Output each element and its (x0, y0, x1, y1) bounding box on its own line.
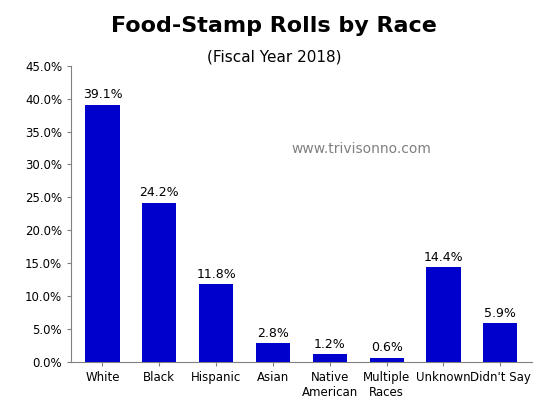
Bar (313, 354, 347, 362)
Text: 24.2%: 24.2% (140, 186, 179, 199)
Bar (256, 343, 290, 362)
Text: (Fiscal Year 2018): (Fiscal Year 2018) (207, 49, 341, 64)
Bar (199, 284, 233, 362)
Text: www.trivisonno.com: www.trivisonno.com (292, 142, 431, 156)
Text: 5.9%: 5.9% (484, 307, 516, 320)
Text: Food-Stamp Rolls by Race: Food-Stamp Rolls by Race (111, 16, 437, 37)
Bar (85, 104, 119, 362)
Text: 14.4%: 14.4% (424, 251, 463, 264)
Text: 39.1%: 39.1% (83, 88, 122, 101)
Bar (369, 358, 404, 362)
Text: 2.8%: 2.8% (257, 327, 289, 340)
Text: 11.8%: 11.8% (196, 268, 236, 281)
Text: 0.6%: 0.6% (370, 342, 403, 354)
Bar (142, 203, 176, 362)
Bar (483, 323, 517, 362)
Bar (426, 267, 460, 362)
Text: 1.2%: 1.2% (314, 337, 346, 351)
